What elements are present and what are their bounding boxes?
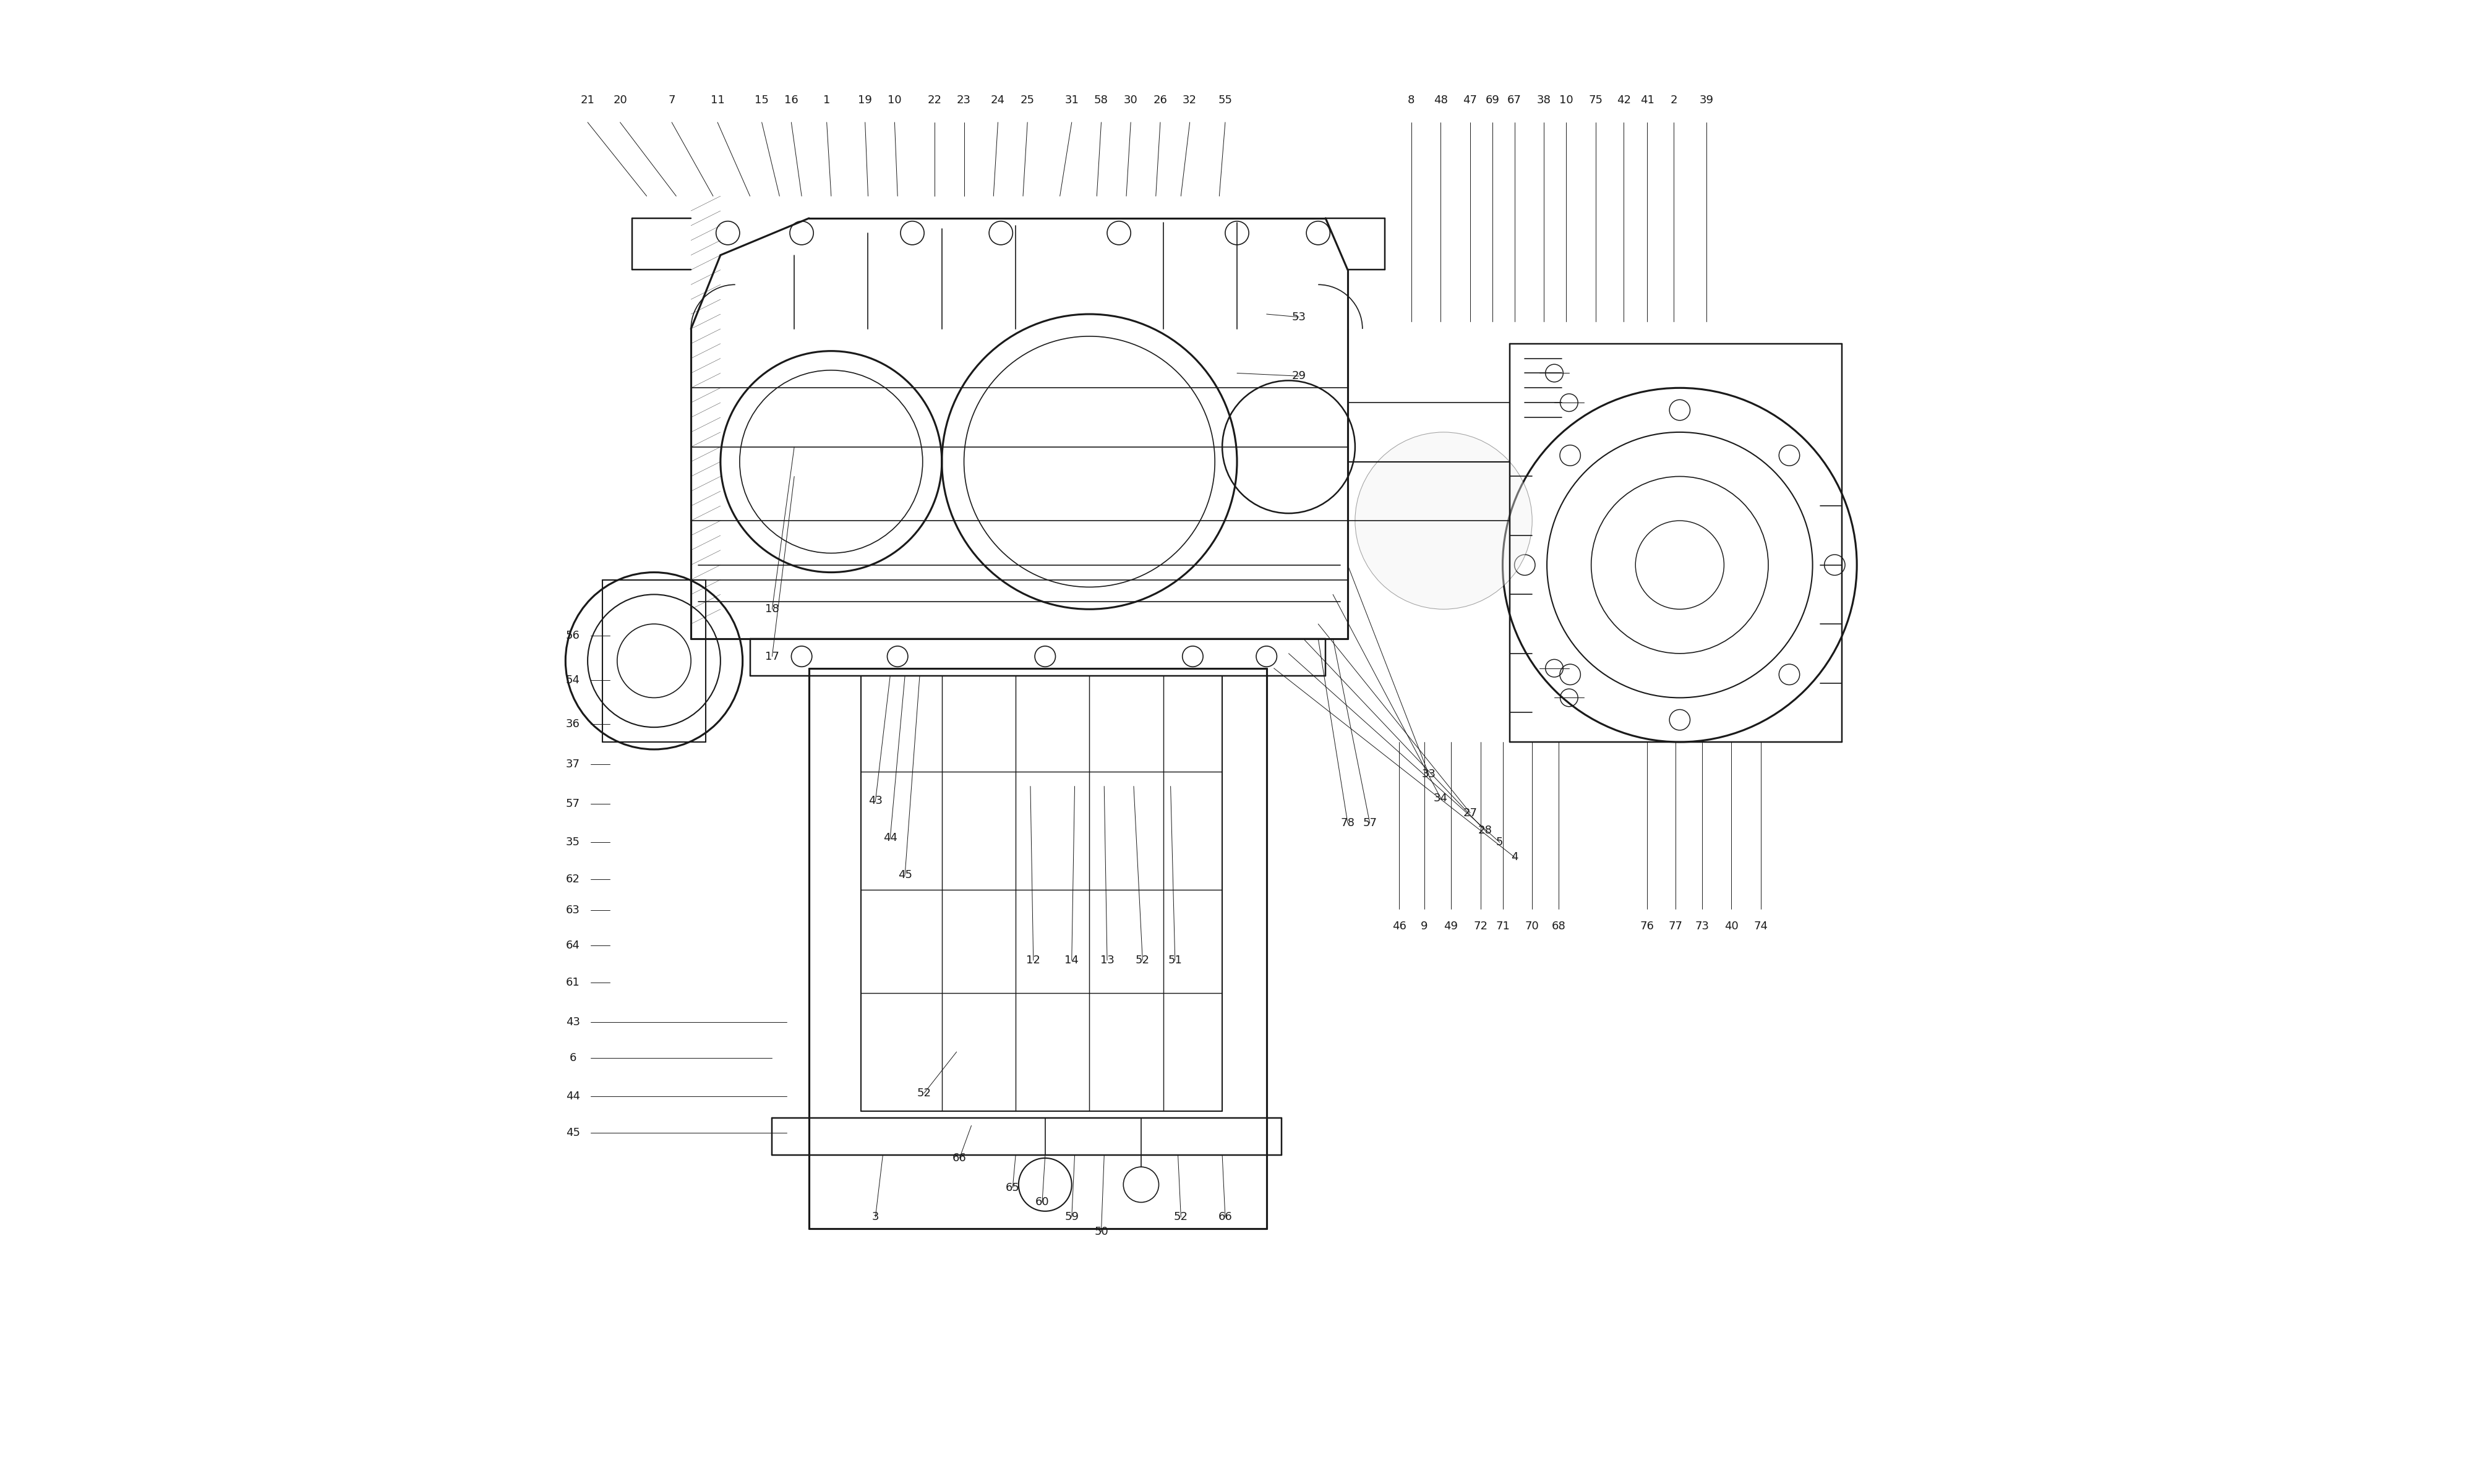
Text: 20: 20 (614, 95, 626, 105)
Text: 25: 25 (1019, 95, 1034, 105)
Text: 3: 3 (871, 1211, 878, 1223)
Text: 49: 49 (1445, 922, 1457, 932)
Text: 42: 42 (1616, 95, 1630, 105)
Text: 27: 27 (1462, 807, 1477, 818)
Text: 5: 5 (1497, 837, 1504, 847)
Text: 44: 44 (883, 833, 898, 843)
Text: 66: 66 (1217, 1211, 1232, 1223)
Text: 9: 9 (1420, 922, 1427, 932)
Text: 17: 17 (764, 651, 779, 662)
Text: 58: 58 (1094, 95, 1108, 105)
Text: 24: 24 (990, 95, 1004, 105)
Text: 15: 15 (755, 95, 769, 105)
Text: 19: 19 (858, 95, 873, 105)
Text: 10: 10 (1559, 95, 1573, 105)
Text: 74: 74 (1754, 922, 1769, 932)
Text: 51: 51 (1168, 954, 1183, 966)
Text: 43: 43 (567, 1017, 579, 1028)
Text: 76: 76 (1640, 922, 1655, 932)
Text: 68: 68 (1551, 922, 1566, 932)
Text: 22: 22 (928, 95, 943, 105)
Text: 77: 77 (1667, 922, 1682, 932)
Text: 71: 71 (1497, 922, 1509, 932)
Text: 64: 64 (567, 939, 579, 951)
Text: 14: 14 (1064, 954, 1079, 966)
Text: 33: 33 (1423, 769, 1435, 781)
Text: 31: 31 (1064, 95, 1079, 105)
Text: 41: 41 (1640, 95, 1655, 105)
Text: 11: 11 (710, 95, 725, 105)
Text: 46: 46 (1393, 922, 1405, 932)
Text: 57: 57 (567, 798, 579, 810)
Text: 40: 40 (1724, 922, 1739, 932)
Text: 57: 57 (1363, 818, 1378, 828)
Text: 62: 62 (567, 874, 579, 884)
Text: 18: 18 (764, 604, 779, 614)
Text: 45: 45 (898, 870, 913, 880)
Text: 63: 63 (567, 905, 579, 916)
Text: 67: 67 (1507, 95, 1522, 105)
Text: 50: 50 (1094, 1226, 1108, 1238)
Text: 52: 52 (1173, 1211, 1188, 1223)
Text: 69: 69 (1484, 95, 1499, 105)
Text: 73: 73 (1695, 922, 1710, 932)
Circle shape (1356, 432, 1531, 610)
Text: 61: 61 (567, 976, 579, 988)
Text: 53: 53 (1291, 312, 1306, 322)
Text: 59: 59 (1064, 1211, 1079, 1223)
Text: 12: 12 (1027, 954, 1042, 966)
Text: 38: 38 (1536, 95, 1551, 105)
Text: 4: 4 (1512, 852, 1519, 862)
Text: 47: 47 (1462, 95, 1477, 105)
Text: 39: 39 (1700, 95, 1714, 105)
Text: 28: 28 (1477, 825, 1492, 835)
Text: 72: 72 (1475, 922, 1487, 932)
Text: 34: 34 (1432, 792, 1447, 804)
Text: 37: 37 (567, 758, 579, 770)
Text: 29: 29 (1291, 371, 1306, 381)
Text: 7: 7 (668, 95, 675, 105)
Text: 78: 78 (1341, 818, 1356, 828)
Text: 36: 36 (567, 718, 579, 730)
Text: 6: 6 (569, 1052, 576, 1064)
Text: 75: 75 (1588, 95, 1603, 105)
Text: 60: 60 (1034, 1196, 1049, 1208)
Text: 52: 52 (1136, 954, 1150, 966)
Text: 65: 65 (1004, 1183, 1019, 1193)
Text: 23: 23 (957, 95, 972, 105)
Text: 66: 66 (952, 1153, 967, 1163)
Text: 16: 16 (784, 95, 799, 105)
Text: 10: 10 (888, 95, 901, 105)
Text: 1: 1 (824, 95, 831, 105)
Text: 2: 2 (1670, 95, 1677, 105)
Text: 45: 45 (567, 1128, 579, 1138)
Text: 44: 44 (567, 1091, 579, 1101)
Text: 13: 13 (1101, 954, 1113, 966)
Text: 21: 21 (581, 95, 594, 105)
Text: 8: 8 (1408, 95, 1415, 105)
Text: 48: 48 (1432, 95, 1447, 105)
Text: 30: 30 (1123, 95, 1138, 105)
Text: 54: 54 (567, 674, 579, 686)
Text: 52: 52 (918, 1088, 930, 1098)
Text: 70: 70 (1524, 922, 1539, 932)
Text: 35: 35 (567, 837, 579, 847)
Text: 55: 55 (1217, 95, 1232, 105)
Text: 32: 32 (1183, 95, 1197, 105)
Text: 43: 43 (868, 795, 883, 807)
Text: 56: 56 (567, 631, 579, 641)
Text: 26: 26 (1153, 95, 1168, 105)
